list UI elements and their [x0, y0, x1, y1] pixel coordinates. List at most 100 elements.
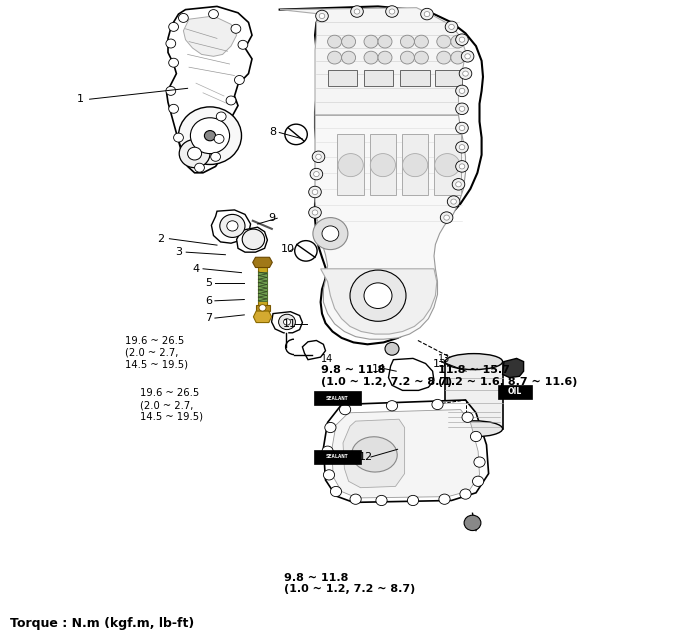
Circle shape [226, 96, 236, 105]
Circle shape [378, 35, 392, 48]
Polygon shape [279, 6, 483, 344]
Bar [402, 134, 428, 195]
Polygon shape [183, 16, 237, 56]
Circle shape [460, 489, 471, 499]
Circle shape [312, 210, 318, 215]
Circle shape [364, 283, 392, 308]
Circle shape [440, 212, 453, 223]
Text: 1: 1 [77, 94, 84, 104]
Text: 4: 4 [193, 264, 200, 274]
Text: 10: 10 [281, 244, 295, 254]
Circle shape [389, 9, 395, 14]
Polygon shape [332, 410, 480, 498]
Circle shape [322, 226, 339, 241]
Circle shape [462, 412, 473, 422]
Circle shape [312, 151, 325, 163]
Bar [498, 385, 532, 399]
Circle shape [214, 134, 224, 143]
Circle shape [227, 221, 238, 231]
Circle shape [437, 51, 451, 64]
Circle shape [342, 35, 356, 48]
Circle shape [456, 141, 468, 153]
Circle shape [338, 154, 363, 177]
Circle shape [474, 457, 485, 467]
Circle shape [330, 486, 342, 497]
Text: 19.6 ~ 26.5
(2.0 ~ 2.7,
14.5 ~ 19.5): 19.6 ~ 26.5 (2.0 ~ 2.7, 14.5 ~ 19.5) [125, 336, 188, 369]
Text: 11: 11 [283, 319, 297, 329]
Circle shape [285, 124, 307, 145]
Circle shape [470, 431, 482, 442]
Circle shape [386, 6, 398, 17]
Text: 11.8 ~ 15.7
(1.2 ~ 1.6, 8.7 ~ 11.6): 11.8 ~ 15.7 (1.2 ~ 1.6, 8.7 ~ 11.6) [438, 365, 578, 387]
Circle shape [174, 133, 183, 142]
Circle shape [439, 494, 450, 504]
Circle shape [386, 401, 398, 411]
Polygon shape [211, 210, 251, 243]
Circle shape [459, 145, 465, 150]
Circle shape [432, 399, 443, 410]
Circle shape [451, 199, 456, 204]
Circle shape [414, 35, 428, 48]
Circle shape [328, 35, 342, 48]
Circle shape [178, 13, 188, 22]
Bar [328, 70, 357, 86]
Circle shape [354, 9, 360, 14]
Circle shape [456, 85, 468, 97]
Circle shape [351, 6, 363, 17]
Text: 9.8 ~ 11.8
(1.0 ~ 1.2, 7.2 ~ 8.7): 9.8 ~ 11.8 (1.0 ~ 1.2, 7.2 ~ 8.7) [284, 573, 416, 595]
Circle shape [464, 515, 481, 531]
Polygon shape [253, 311, 272, 323]
Bar [364, 70, 393, 86]
Circle shape [238, 40, 248, 49]
Circle shape [447, 196, 460, 207]
Circle shape [456, 34, 468, 45]
Text: SEALANT: SEALANT [326, 396, 349, 401]
Text: 14: 14 [321, 354, 334, 364]
Polygon shape [272, 312, 302, 333]
Circle shape [220, 214, 245, 237]
Circle shape [325, 422, 336, 433]
Circle shape [459, 88, 465, 93]
Circle shape [166, 39, 176, 48]
Circle shape [421, 8, 433, 20]
Text: 14: 14 [372, 364, 386, 374]
Circle shape [316, 10, 328, 22]
Text: 6: 6 [205, 296, 212, 306]
Bar [256, 305, 270, 311]
Text: 12: 12 [358, 452, 372, 462]
Circle shape [452, 179, 465, 190]
Text: 9.8 ~ 11.8
(1.0 ~ 1.2, 7.2 ~ 8.7): 9.8 ~ 11.8 (1.0 ~ 1.2, 7.2 ~ 8.7) [321, 365, 452, 387]
Circle shape [284, 319, 290, 325]
Circle shape [350, 270, 406, 321]
Circle shape [231, 24, 241, 33]
Polygon shape [323, 400, 489, 502]
Circle shape [169, 104, 178, 113]
Circle shape [370, 154, 395, 177]
Bar [337, 134, 364, 195]
Circle shape [376, 495, 387, 506]
Polygon shape [343, 419, 405, 488]
Text: 9: 9 [268, 213, 275, 223]
Polygon shape [389, 358, 434, 390]
Polygon shape [302, 340, 326, 360]
Text: SEALANT: SEALANT [326, 454, 349, 460]
Circle shape [195, 163, 204, 172]
Bar [434, 134, 461, 195]
Circle shape [400, 35, 414, 48]
Circle shape [385, 342, 399, 355]
Circle shape [459, 106, 465, 111]
Polygon shape [280, 8, 466, 115]
Circle shape [444, 215, 449, 220]
Circle shape [316, 154, 321, 159]
Circle shape [402, 154, 428, 177]
Circle shape [414, 51, 428, 64]
Circle shape [342, 51, 356, 64]
Bar [400, 70, 430, 86]
Text: 13: 13 [438, 354, 451, 364]
Circle shape [242, 229, 265, 250]
Circle shape [456, 103, 468, 115]
Circle shape [451, 35, 465, 48]
Circle shape [279, 314, 295, 330]
Circle shape [178, 107, 241, 164]
Circle shape [437, 35, 451, 48]
